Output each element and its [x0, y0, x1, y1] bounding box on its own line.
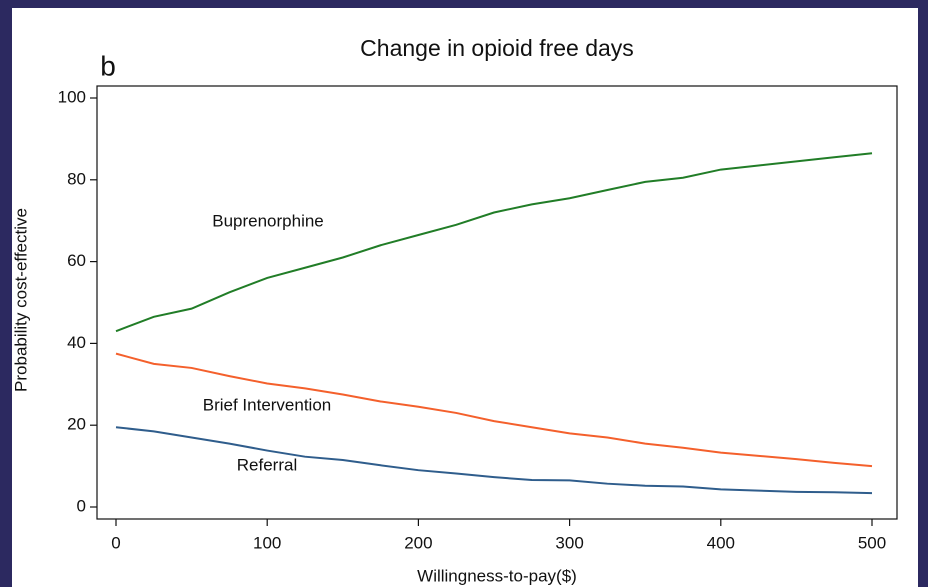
y-tick-label: 20 — [67, 415, 86, 434]
x-tick-label: 0 — [111, 533, 120, 552]
x-tick-label: 500 — [858, 533, 886, 552]
y-tick-label: 80 — [67, 169, 86, 188]
series-line — [115, 352, 873, 468]
x-tick-label: 100 — [253, 533, 281, 552]
y-tick-label: 60 — [67, 251, 86, 270]
series-line — [115, 426, 873, 495]
series-line — [115, 152, 873, 333]
x-tick-label: 300 — [555, 533, 583, 552]
y-tick-label: 0 — [77, 496, 86, 515]
x-tick-label: 400 — [707, 533, 735, 552]
panel-label: b — [100, 50, 116, 81]
y-tick-label: 40 — [67, 333, 86, 352]
series-label: Buprenorphine — [212, 211, 324, 230]
chart-title: Change in opioid free days — [360, 35, 634, 61]
series-label: Referral — [237, 455, 297, 474]
x-axis-label: Willingness-to-pay($) — [417, 566, 577, 585]
y-axis-label: Probability cost-effective — [11, 208, 30, 392]
x-tick-label: 200 — [404, 533, 432, 552]
series-label: Brief Intervention — [203, 395, 332, 414]
panel — [12, 8, 918, 587]
y-tick-label: 100 — [58, 87, 86, 106]
plot-frame — [96, 85, 898, 520]
